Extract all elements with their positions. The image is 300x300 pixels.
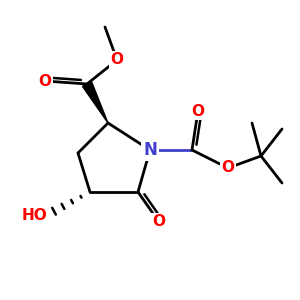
Text: O: O	[221, 160, 235, 175]
Text: O: O	[191, 103, 205, 118]
Text: N: N	[143, 141, 157, 159]
Text: O: O	[110, 52, 124, 68]
Text: O: O	[152, 214, 166, 230]
Text: O: O	[38, 74, 52, 88]
Text: HO: HO	[22, 208, 47, 224]
Polygon shape	[82, 82, 108, 123]
